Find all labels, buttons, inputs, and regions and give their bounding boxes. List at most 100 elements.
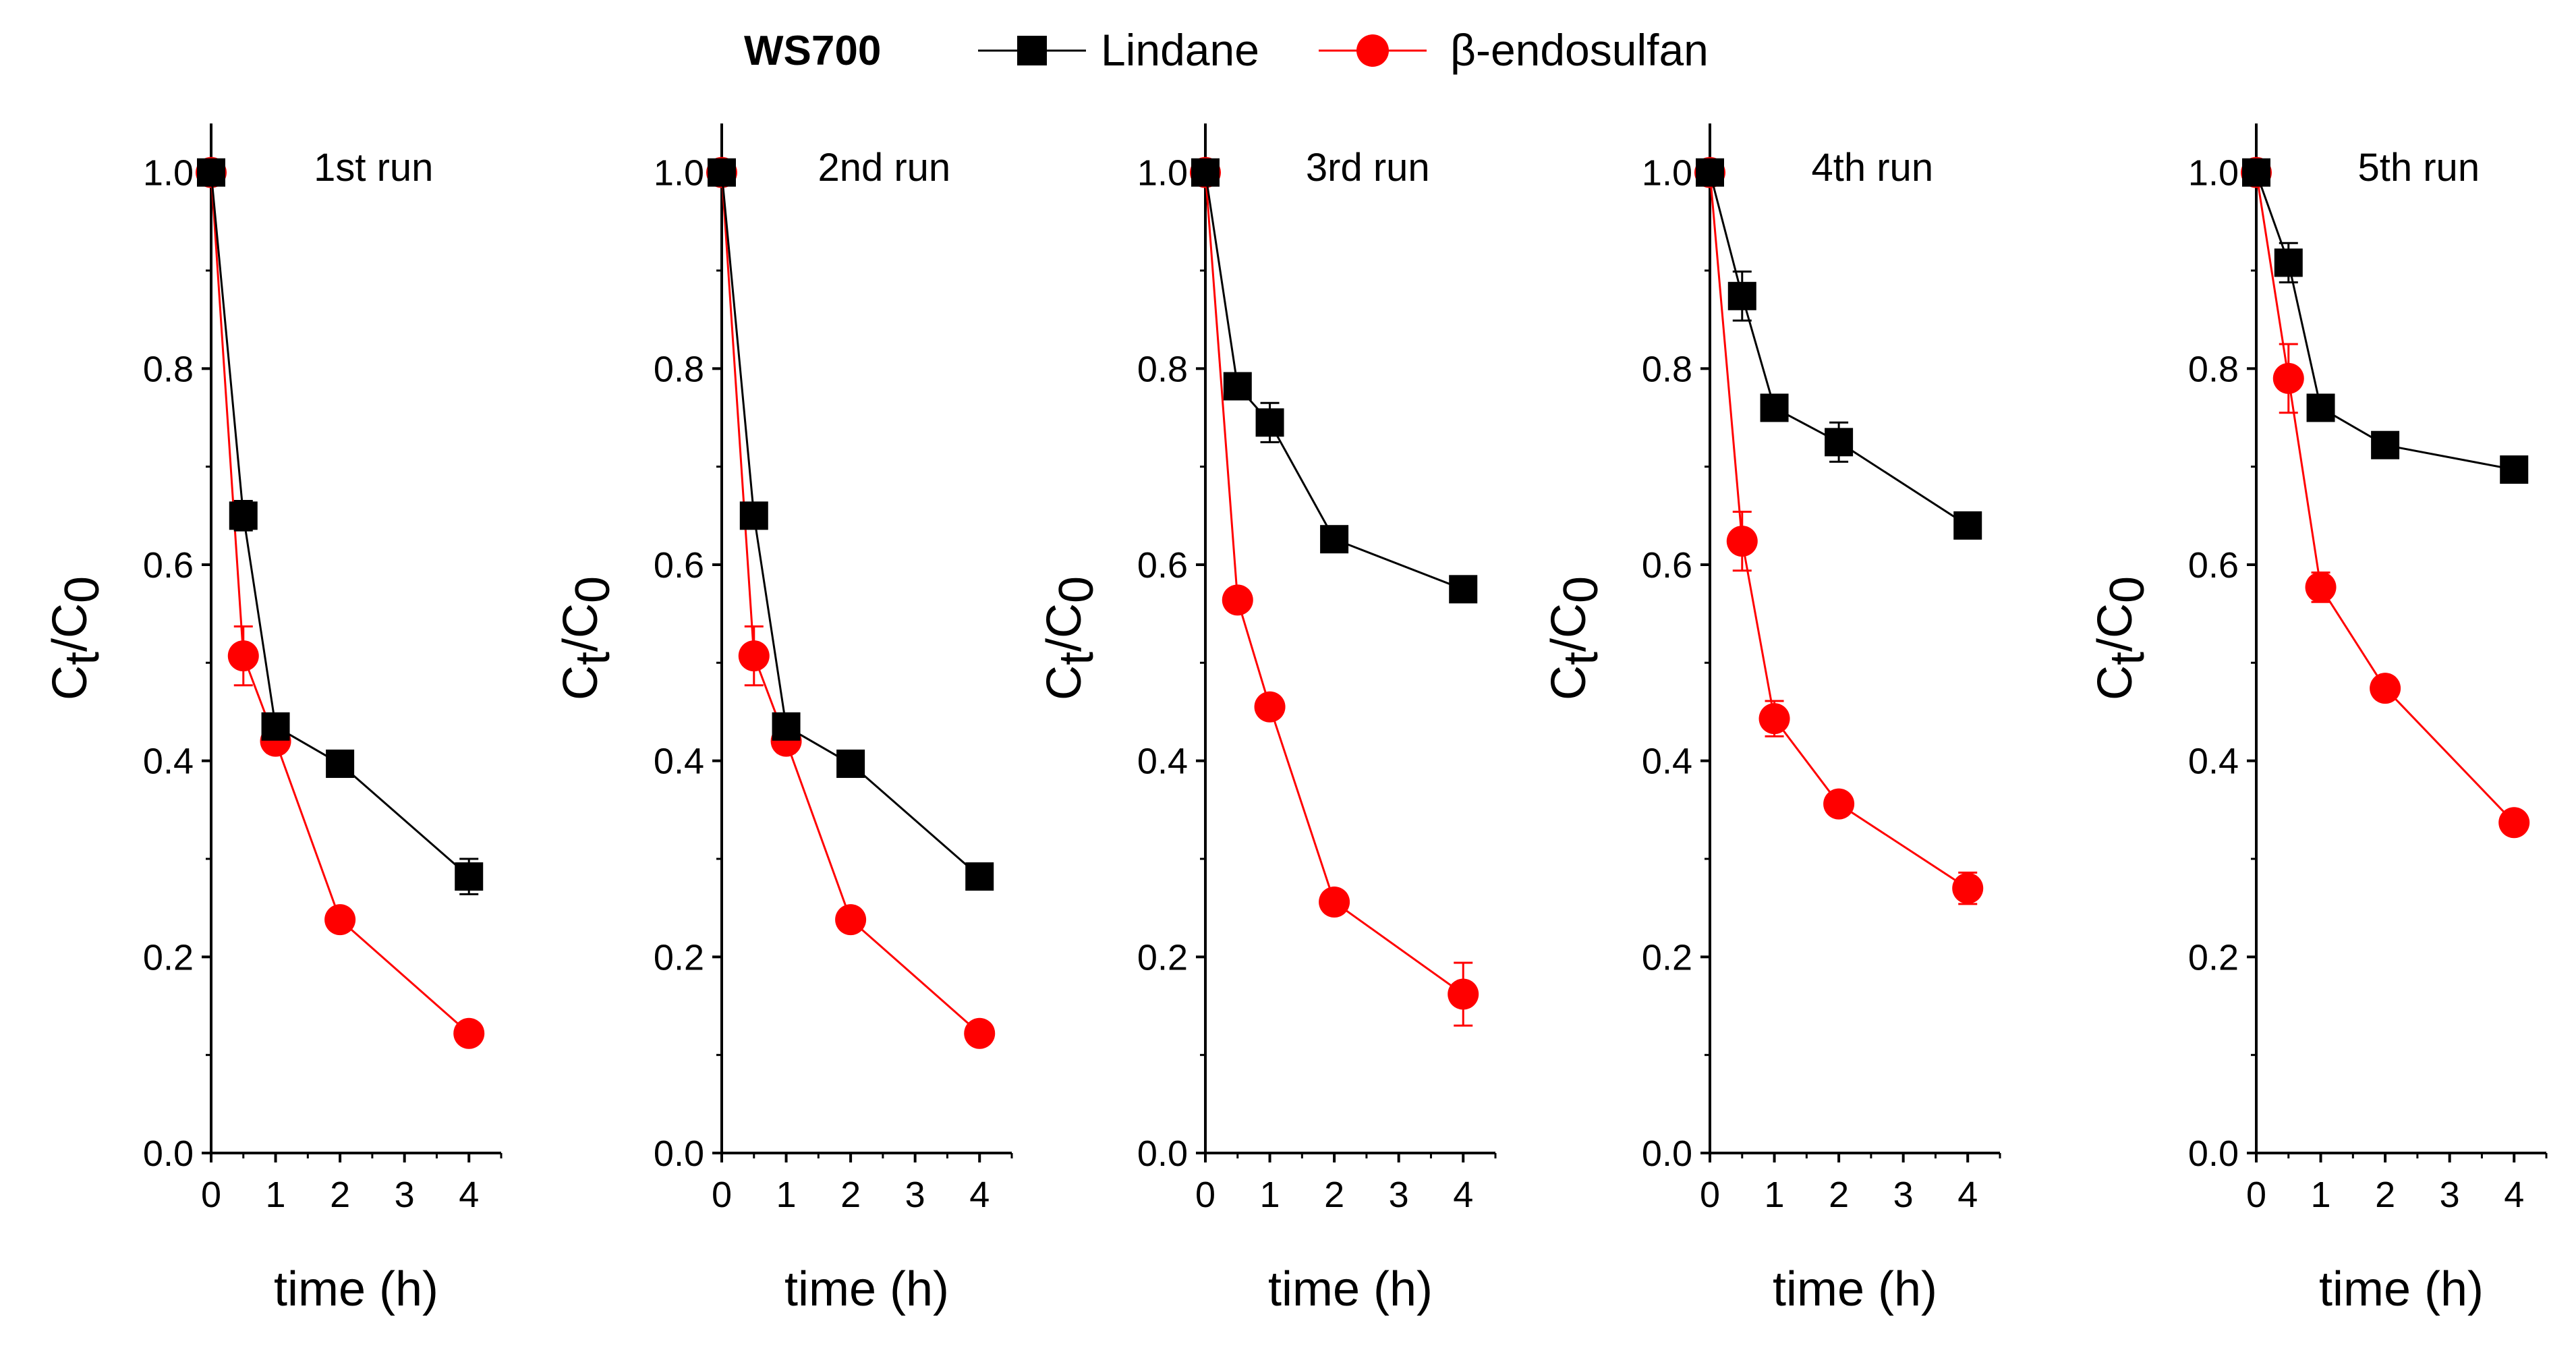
x-tick-label: 4	[459, 1175, 479, 1215]
series-lindane	[2242, 158, 2529, 484]
data-point	[965, 862, 994, 891]
y-tick-label: 1.0	[143, 153, 194, 194]
data-point	[2498, 807, 2530, 839]
data-point	[324, 904, 356, 936]
legend-lindane-marker	[1017, 36, 1047, 65]
run-label: 5th run	[2358, 146, 2480, 190]
x-tick-label: 3	[2440, 1175, 2460, 1215]
x-tick-label: 0	[1700, 1175, 1720, 1215]
y-tick-label: 0.8	[143, 349, 194, 389]
y-axis-title-part: 0	[1050, 576, 1104, 603]
data-point	[708, 158, 736, 187]
x-axis-title: time (h)	[2319, 1262, 2484, 1316]
y-axis-title-part: C	[554, 665, 608, 700]
y-tick-label: 0.4	[1642, 741, 1692, 782]
data-point	[772, 712, 801, 741]
data-point	[2305, 571, 2337, 603]
data-point	[2500, 455, 2529, 484]
data-point	[1825, 428, 1854, 457]
data-point	[1319, 886, 1350, 918]
y-tick-label: 0.8	[654, 349, 704, 389]
x-tick-label: 4	[2504, 1175, 2524, 1215]
y-tick-label: 0.2	[1642, 937, 1692, 978]
legend-endosulfan-marker	[1356, 34, 1389, 67]
y-tick-label: 0.6	[2188, 545, 2239, 586]
series-endosulfan	[196, 157, 485, 1049]
x-tick-label: 4	[969, 1175, 990, 1215]
x-tick-label: 4	[1957, 1175, 1978, 1215]
data-point	[836, 750, 865, 779]
y-tick-label: 0.8	[1642, 349, 1692, 389]
y-tick-label: 1.0	[1137, 153, 1188, 194]
x-tick-label: 3	[1389, 1175, 1409, 1215]
y-tick-label: 0.6	[1137, 545, 1188, 586]
data-point	[1255, 408, 1284, 437]
data-point	[739, 501, 768, 530]
data-point	[1223, 372, 1252, 401]
y-axis-title-part: C	[2088, 665, 2142, 700]
data-point	[261, 712, 290, 741]
series-endosulfan	[1694, 157, 1984, 905]
data-point	[1449, 575, 1478, 604]
y-axis-title-part: 0	[566, 576, 620, 603]
series-lindane	[1696, 158, 1982, 540]
y-tick-label: 0.0	[143, 1133, 194, 1174]
data-point	[1953, 511, 1982, 540]
y-axis-title: Ct/C0	[1542, 576, 1608, 700]
x-tick-label: 0	[201, 1175, 221, 1215]
data-point	[1222, 584, 1253, 616]
x-axis-title: time (h)	[1268, 1262, 1433, 1316]
y-axis-title-part: /C	[1037, 603, 1091, 652]
legend: WS700 Lindane β-endosulfan	[744, 25, 1709, 75]
data-point	[738, 640, 770, 672]
data-point	[229, 501, 258, 530]
y-tick-label: 0.2	[2188, 937, 2239, 978]
x-tick-label: 1	[1765, 1175, 1785, 1215]
data-point	[835, 904, 867, 936]
y-axis-title-part: C	[1542, 665, 1596, 700]
data-point	[1823, 788, 1855, 820]
run-label: 1st run	[314, 146, 433, 190]
y-axis-title: Ct/C0	[43, 576, 109, 700]
run-label: 2nd run	[818, 146, 950, 190]
x-axis-title: time (h)	[1773, 1262, 1937, 1316]
x-tick-label: 0	[2246, 1175, 2266, 1215]
y-axis-title: Ct/C0	[1037, 576, 1104, 700]
data-point	[2242, 158, 2270, 187]
y-tick-label: 0.2	[143, 937, 194, 978]
data-point	[964, 1017, 996, 1049]
run-label: 4th run	[1812, 146, 1934, 190]
y-tick-label: 0.8	[1137, 349, 1188, 389]
y-axis-title-part: t	[1554, 652, 1608, 665]
x-tick-label: 0	[1195, 1175, 1215, 1215]
data-point	[1952, 872, 1984, 904]
y-axis-title-part: /C	[1542, 603, 1596, 652]
data-point	[2306, 393, 2335, 422]
x-tick-label: 2	[2375, 1175, 2395, 1215]
data-point	[1320, 525, 1349, 554]
x-tick-label: 2	[840, 1175, 861, 1215]
series-endosulfan	[706, 157, 996, 1049]
series-endosulfan	[2241, 157, 2530, 839]
y-axis-title-part: /C	[2088, 603, 2142, 652]
data-point	[2370, 673, 2401, 704]
data-point	[2272, 362, 2304, 394]
y-tick-label: 0.2	[1137, 937, 1188, 978]
y-axis-title-part: /C	[554, 603, 608, 652]
y-axis-title-part: t	[55, 652, 109, 665]
y-tick-label: 0.4	[143, 741, 194, 782]
legend-title: WS700	[744, 28, 881, 74]
series-endosulfan	[1190, 157, 1479, 1027]
x-tick-label: 1	[266, 1175, 286, 1215]
y-tick-label: 0.6	[654, 545, 704, 586]
x-tick-label: 1	[1260, 1175, 1280, 1215]
data-point	[1254, 691, 1286, 723]
x-tick-label: 4	[1453, 1175, 1473, 1215]
y-tick-label: 0.2	[654, 937, 704, 978]
series-lindane	[197, 158, 484, 895]
x-tick-label: 3	[905, 1175, 925, 1215]
series-lindane	[1191, 158, 1478, 604]
legend-lindane-label: Lindane	[1101, 25, 1259, 75]
